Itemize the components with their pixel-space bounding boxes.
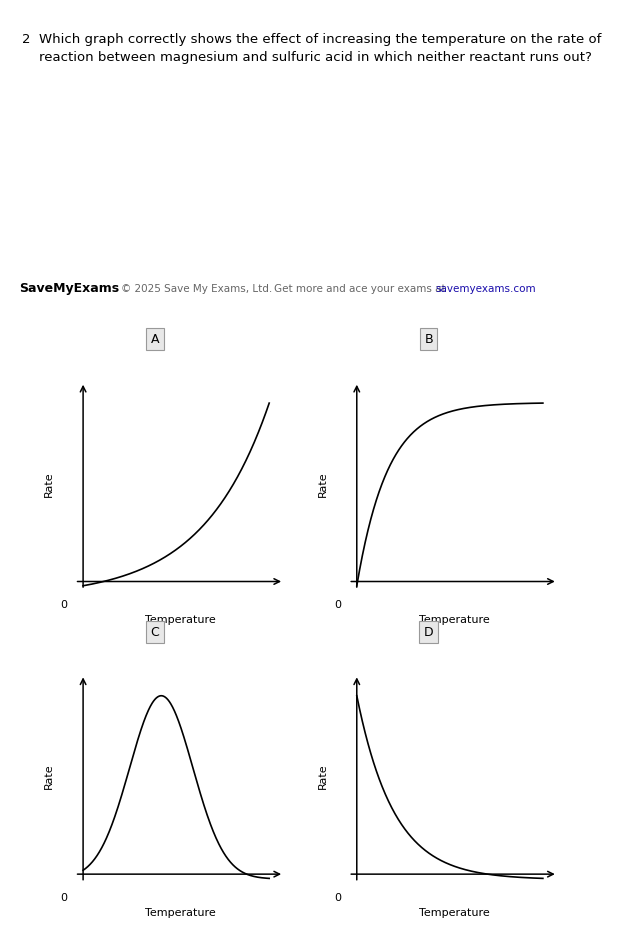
Text: C: C <box>151 626 159 638</box>
Text: Temperature: Temperature <box>419 615 490 626</box>
Text: Temperature: Temperature <box>145 615 216 626</box>
Text: 2  Which graph correctly shows the effect of increasing the temperature on the r: 2 Which graph correctly shows the effect… <box>22 33 601 64</box>
Text: 0: 0 <box>60 892 68 902</box>
Text: A: A <box>151 333 159 346</box>
Text: Rate: Rate <box>44 471 54 497</box>
Text: Temperature: Temperature <box>145 908 216 919</box>
Text: savemyexams.com: savemyexams.com <box>435 284 536 294</box>
Text: Temperature: Temperature <box>419 908 490 919</box>
Text: Rate: Rate <box>44 764 54 789</box>
Text: 0: 0 <box>60 599 68 610</box>
Text: © 2025 Save My Exams, Ltd.: © 2025 Save My Exams, Ltd. <box>121 284 272 294</box>
Text: Rate: Rate <box>318 764 328 789</box>
Text: Get more and ace your exams at: Get more and ace your exams at <box>274 284 445 294</box>
Text: SaveMyExams: SaveMyExams <box>19 282 119 295</box>
Text: 0: 0 <box>334 892 341 902</box>
Text: Rate: Rate <box>318 471 328 497</box>
Text: 0: 0 <box>334 599 341 610</box>
Text: B: B <box>424 333 433 346</box>
Text: D: D <box>424 626 434 638</box>
